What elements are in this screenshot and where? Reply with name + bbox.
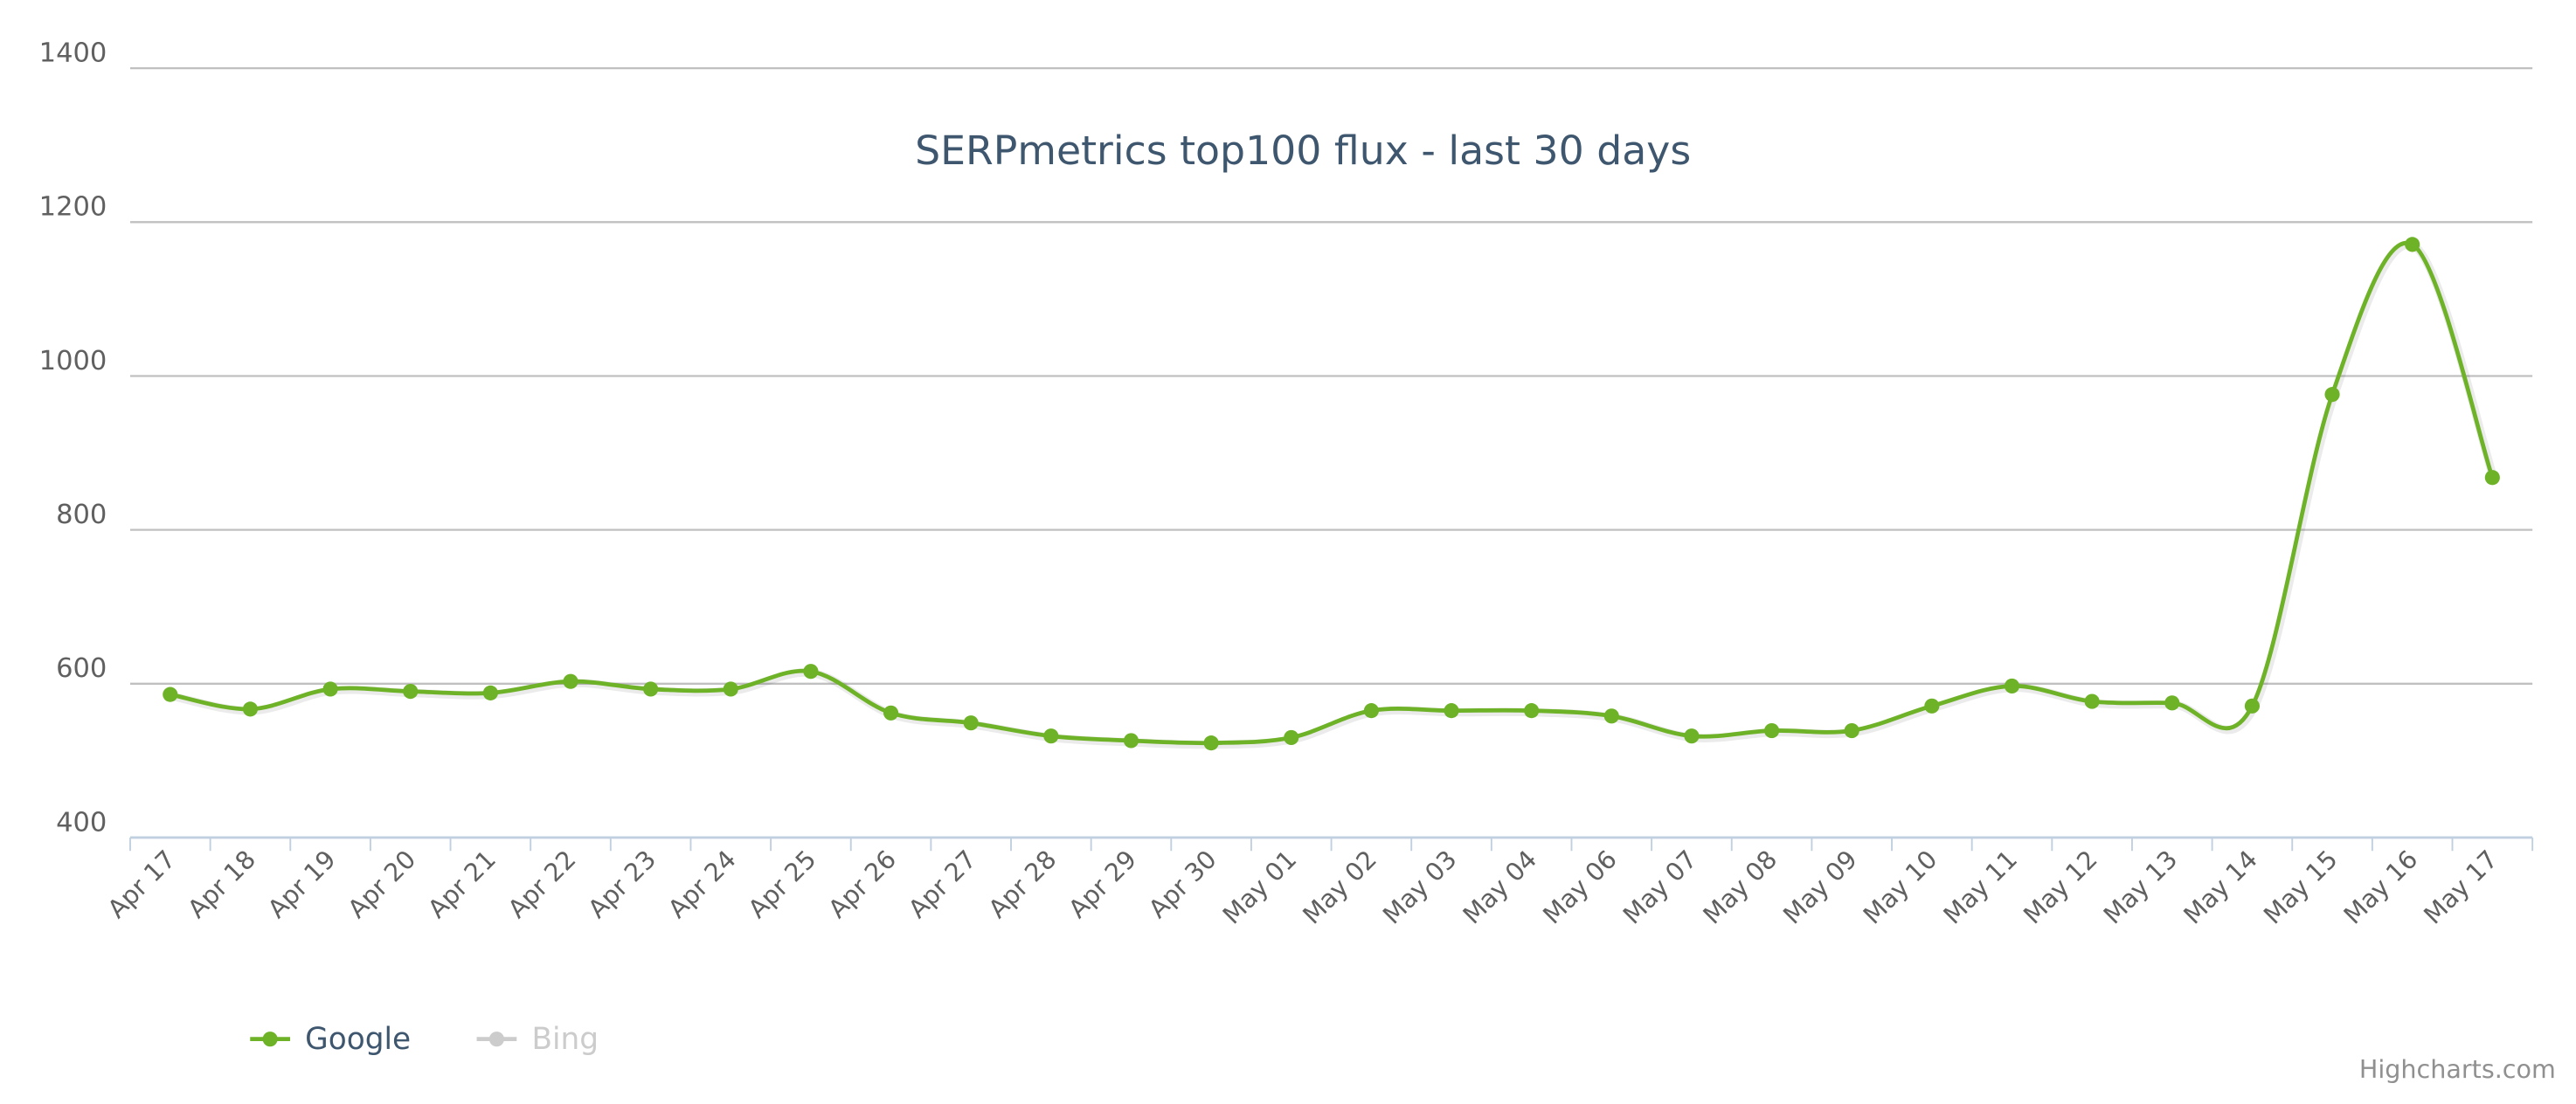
x-tick-label: May 01 [1216, 845, 1302, 930]
x-tick-label: May 06 [1537, 845, 1623, 930]
x-tick-label: Apr 27 [903, 845, 982, 924]
data-point[interactable] [1924, 698, 1940, 714]
legend-symbol [488, 1032, 504, 1047]
data-point[interactable] [2324, 387, 2340, 403]
x-tick-label: Apr 29 [1063, 845, 1142, 924]
line-shadow [170, 240, 2498, 749]
data-point[interactable] [242, 701, 259, 717]
data-point[interactable] [2084, 693, 2100, 709]
data-point[interactable] [1284, 729, 1299, 746]
data-point[interactable] [482, 685, 498, 700]
x-tick-label: Apr 26 [822, 845, 902, 924]
data-point[interactable] [2244, 698, 2260, 714]
y-tick-label: 600 [56, 653, 107, 684]
x-tick-label: Apr 17 [101, 845, 181, 924]
x-tick-label: May 16 [2337, 845, 2423, 930]
data-point[interactable] [1123, 733, 1139, 749]
data-point[interactable] [1684, 728, 1700, 744]
data-point[interactable] [563, 673, 578, 689]
x-tick-label: May 10 [1857, 845, 1942, 930]
y-tick-label: 400 [56, 807, 107, 838]
x-tick-label: May 08 [1697, 845, 1783, 930]
data-point[interactable] [1524, 703, 1540, 719]
x-tick-label: May 03 [1377, 845, 1463, 930]
data-point[interactable] [403, 684, 419, 700]
chart-title: SERPmetrics top100 flux - last 30 days [915, 128, 1691, 174]
x-tick-label: Apr 28 [982, 845, 1062, 924]
data-point[interactable] [643, 681, 659, 697]
data-point[interactable] [963, 715, 979, 731]
legend-symbol [262, 1032, 278, 1047]
x-tick-label: May 15 [2258, 845, 2344, 930]
x-tick-label: May 14 [2178, 845, 2263, 930]
series-line [170, 240, 2495, 746]
x-tick-label: Apr 22 [502, 845, 581, 924]
x-tick-label: May 11 [1937, 845, 2023, 930]
x-tick-label: Apr 23 [582, 845, 661, 924]
x-tick-label: Apr 21 [422, 845, 502, 924]
x-tick-label: May 12 [2018, 845, 2103, 930]
data-point[interactable] [803, 664, 819, 680]
x-tick-label: Apr 20 [342, 845, 421, 924]
data-point[interactable] [1844, 722, 1859, 739]
data-point[interactable] [2004, 678, 2020, 694]
data-point[interactable] [2405, 237, 2420, 252]
x-tick-label: May 07 [1617, 845, 1703, 930]
x-tick-label: May 04 [1457, 845, 1542, 930]
legend-label[interactable]: Bing [531, 1022, 599, 1057]
data-point[interactable] [1203, 735, 1219, 751]
data-point[interactable] [2164, 695, 2180, 711]
x-tick-label: May 02 [1297, 845, 1382, 930]
x-tick-label: Apr 18 [182, 845, 261, 924]
x-tick-label: May 17 [2418, 845, 2503, 930]
y-tick-label: 1400 [39, 38, 107, 69]
data-point[interactable] [1444, 703, 1459, 719]
legend-label[interactable]: Google [305, 1022, 411, 1057]
data-point[interactable] [1603, 708, 1619, 724]
x-tick-label: Apr 19 [262, 845, 342, 924]
y-tick-label: 1000 [39, 346, 107, 376]
y-tick-label: 800 [56, 500, 107, 530]
data-point[interactable] [723, 681, 738, 697]
data-point[interactable] [1764, 722, 1780, 739]
x-tick-label: Apr 25 [742, 845, 821, 924]
data-point[interactable] [1363, 703, 1379, 719]
data-point[interactable] [163, 687, 178, 702]
data-point[interactable] [1043, 728, 1059, 744]
data-point[interactable] [883, 705, 899, 721]
y-tick-label: 1200 [39, 192, 107, 223]
x-tick-label: May 13 [2097, 845, 2183, 930]
x-tick-label: May 09 [1777, 845, 1863, 930]
credits[interactable]: Highcharts.com [2359, 1054, 2556, 1084]
data-point[interactable] [322, 681, 338, 697]
data-point[interactable] [2484, 470, 2500, 486]
x-tick-label: Apr 24 [662, 845, 742, 924]
x-tick-label: Apr 30 [1143, 845, 1222, 924]
